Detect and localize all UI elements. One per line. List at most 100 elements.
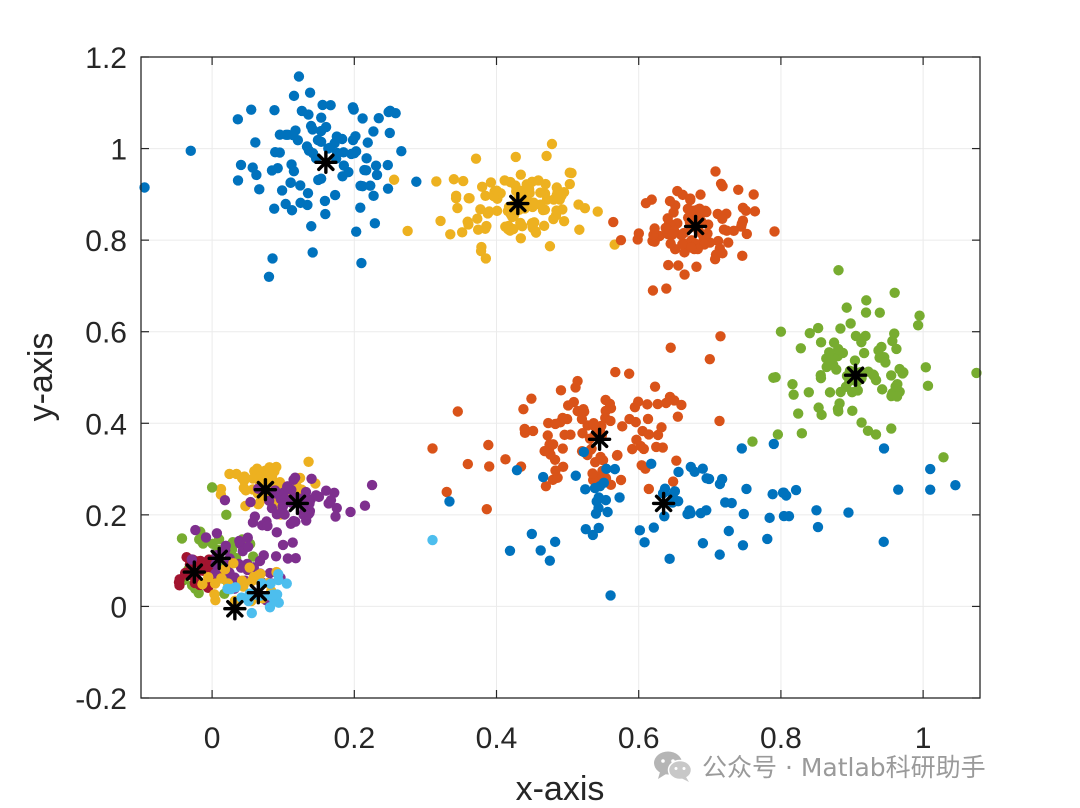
data-point [682,203,694,215]
data-point [587,468,598,479]
data-point [691,261,702,272]
centroid-markers [182,150,868,621]
data-point [427,534,438,546]
data-point [281,481,293,493]
data-point [796,428,808,439]
data-point [894,363,905,375]
data-point [677,239,688,250]
data-point [627,443,638,455]
data-point [634,525,646,536]
data-point [672,185,683,197]
data-point [221,509,232,521]
data-point [307,247,318,258]
data-point [230,582,241,593]
data-point [669,486,681,497]
data-point [511,464,523,476]
data-point [557,461,569,472]
data-point [289,472,301,483]
data-point [510,180,521,191]
data-point [811,505,822,516]
data-point [356,257,367,269]
data-point [678,227,690,239]
data-point [350,131,361,142]
data-point [269,147,281,158]
data-point [632,396,644,407]
data-point [546,138,558,150]
data-point [813,402,824,413]
data-point [472,224,484,235]
data-point [500,454,511,465]
data-point [714,478,726,490]
data-point [267,589,279,600]
data-point [573,199,584,210]
data-point [723,237,734,248]
data-point [269,105,280,116]
data-point [737,540,749,551]
data-point [695,189,706,200]
data-point [190,524,201,536]
data-point [315,173,327,184]
x-tick-label: 0.8 [760,722,802,755]
data-point [245,496,256,508]
data-point [475,245,487,257]
data-point [664,195,676,207]
centroid-marker [651,491,676,516]
data-point [197,579,208,590]
data-point [452,406,463,417]
data-point [762,533,773,545]
data-point [736,218,748,229]
centroid-marker [246,580,271,605]
data-point [345,506,356,518]
data-point [544,241,556,252]
data-point [876,341,887,353]
data-point [726,497,737,509]
data-point [361,153,372,164]
data-point [592,206,603,217]
data-point [610,366,621,378]
data-point [304,87,316,98]
data-point [456,227,468,238]
data-point [697,463,708,474]
data-point [527,425,539,437]
data-point [617,421,628,432]
data-point [247,517,259,528]
data-point [649,223,660,234]
data-point [710,166,721,177]
data-point [938,452,949,463]
data-point [673,260,684,271]
data-point [652,429,664,441]
data-point [835,386,846,398]
data-point [224,468,235,480]
data-point [609,463,621,475]
data-point [659,511,670,522]
data-point [557,412,568,424]
data-point [464,193,475,204]
data-point [435,215,446,227]
data-point [889,328,900,339]
data-point [482,208,494,219]
data-point [733,184,744,195]
data-point [549,536,561,548]
data-point [614,492,625,503]
data-point [452,202,463,214]
data-point [139,182,150,193]
data-point [320,485,332,496]
data-point [320,208,331,220]
data-point [286,159,297,170]
data-point [841,302,852,313]
data-point [557,443,568,454]
data-point [242,532,253,543]
data-point [329,189,341,201]
data-point [671,455,682,466]
data-point [673,466,684,478]
data-point [812,322,824,334]
data-point [833,265,844,276]
data-point [697,538,709,549]
data-point [236,575,248,586]
data-point [555,385,567,396]
data-point [238,475,250,486]
data-point [718,224,730,235]
data-point [293,71,305,82]
data-point [305,120,317,132]
data-point [833,406,844,417]
